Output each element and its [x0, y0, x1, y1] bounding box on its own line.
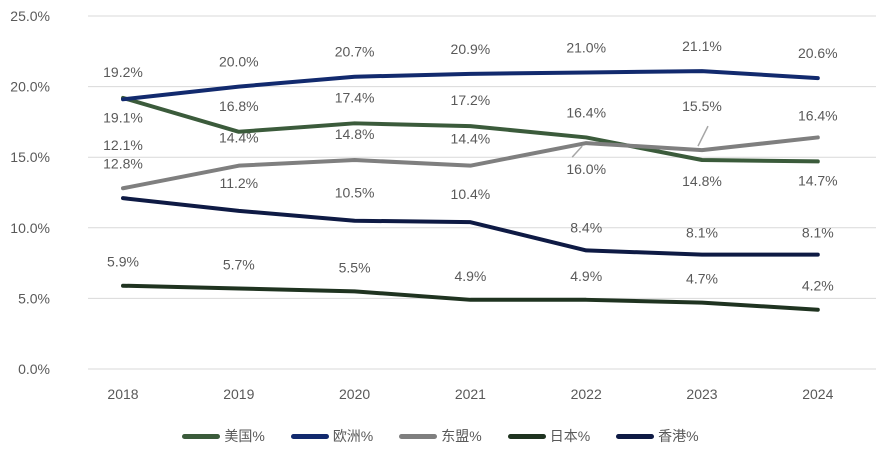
series-line [121, 95, 820, 164]
data-label: 14.4% [219, 130, 259, 146]
y-tick-label: 25.0% [10, 8, 50, 24]
data-label: 8.4% [570, 219, 602, 235]
data-label: 19.1% [103, 109, 143, 125]
data-label: 4.2% [802, 278, 834, 294]
y-tick-label: 0.0% [18, 361, 50, 377]
data-label: 4.9% [454, 268, 486, 284]
data-label: 17.2% [451, 92, 491, 108]
data-label: 12.8% [103, 155, 143, 171]
data-label: 12.1% [103, 137, 143, 153]
data-label: 16.4% [798, 107, 838, 123]
data-label: 4.7% [686, 271, 718, 287]
line-chart: 0.0% 5.0% 10.0% 15.0% 20.0% 25.0% 2018 2019 2020… [10, 8, 876, 402]
data-label: 10.4% [451, 186, 491, 202]
legend-swatch [399, 433, 438, 439]
y-tick-label: 15.0% [10, 149, 50, 165]
data-label: 20.9% [451, 41, 491, 57]
legend-swatch [507, 433, 546, 439]
legend: 美国% 欧洲% 东盟% 日本% 香港% [0, 426, 881, 446]
data-label: 5.7% [223, 257, 255, 273]
data-label: 5.5% [339, 259, 371, 275]
x-tick-label: 2024 [802, 386, 833, 402]
data-label: 20.7% [335, 44, 375, 60]
data-label: 10.5% [335, 185, 375, 201]
x-tick-label: 2023 [686, 386, 717, 402]
data-label: 16.0% [566, 161, 606, 177]
legend-swatch [182, 433, 221, 439]
y-tick-label: 5.0% [18, 290, 50, 306]
data-label: 15.5% [682, 98, 722, 114]
legend-label: 美国% [224, 428, 265, 444]
data-label: 4.9% [570, 268, 602, 284]
legend-item: 日本% [507, 426, 591, 446]
legend-label: 香港% [658, 428, 699, 444]
data-label: 21.1% [682, 38, 722, 54]
legend-swatch [290, 433, 329, 439]
data-label: 21.0% [566, 39, 606, 55]
data-label: 14.4% [451, 131, 491, 147]
data-label: 14.8% [335, 126, 375, 142]
data-label: 19.2% [103, 64, 143, 80]
leader-line [697, 125, 709, 147]
data-label: 17.4% [335, 89, 375, 105]
y-tick-label: 20.0% [10, 79, 50, 95]
data-label: 8.1% [802, 225, 834, 241]
data-label: 20.0% [219, 54, 259, 70]
y-tick-label: 10.0% [10, 220, 50, 236]
legend-item: 东盟% [399, 426, 482, 446]
x-tick-label: 2018 [107, 386, 138, 402]
series-line [121, 135, 820, 191]
x-tick-label: 2022 [571, 386, 602, 402]
legend-label: 欧洲% [332, 428, 374, 444]
data-label: 14.8% [682, 173, 722, 189]
legend-item: 美国% [182, 426, 265, 446]
legend-label: 日本% [549, 428, 591, 444]
series-line [121, 196, 820, 257]
data-label: 5.9% [107, 254, 139, 270]
leader-line [571, 145, 583, 158]
legend-swatch [616, 433, 655, 439]
legend-label: 东盟% [441, 428, 482, 444]
legend-item: 欧洲% [290, 426, 374, 446]
series-line [121, 69, 820, 102]
data-label: 11.2% [219, 175, 258, 191]
data-label: 16.4% [566, 104, 606, 120]
legend-item: 香港% [616, 426, 699, 446]
x-tick-label: 2020 [339, 386, 370, 402]
x-tick-label: 2021 [455, 386, 486, 402]
data-label: 16.8% [219, 98, 259, 114]
data-label: 20.6% [798, 45, 838, 61]
x-tick-label: 2019 [223, 386, 254, 402]
data-label: 14.7% [798, 172, 838, 188]
data-label: 8.1% [686, 225, 718, 241]
series-line [121, 283, 820, 312]
